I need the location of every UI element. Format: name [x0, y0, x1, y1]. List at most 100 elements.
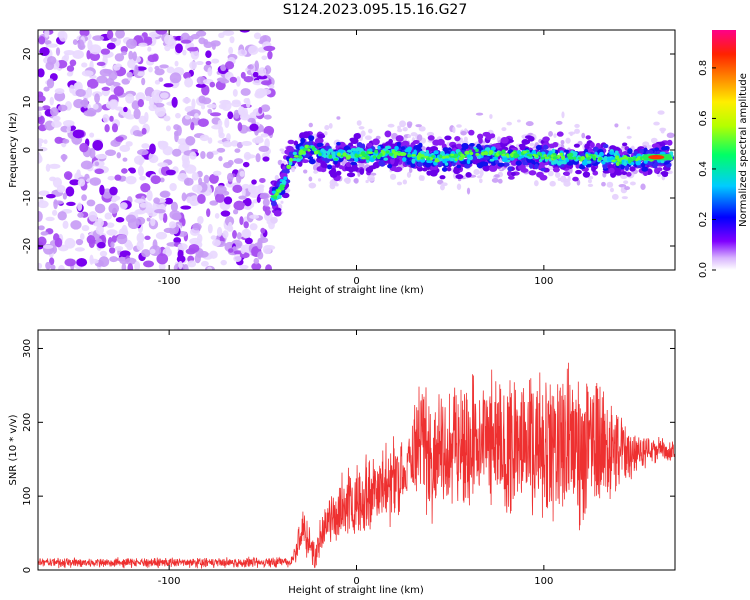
ridge-band-3	[293, 155, 299, 158]
ridge-band-0	[527, 136, 535, 142]
noise-blob	[239, 30, 250, 33]
noise-blob	[137, 149, 149, 156]
noise-blob	[113, 86, 125, 97]
ridge-halo	[587, 179, 592, 184]
bottom-xtick-label: 100	[534, 576, 553, 587]
noise-blob	[199, 134, 210, 142]
ridge-band-2	[489, 158, 495, 162]
noise-blob	[216, 226, 223, 237]
ridge-band-3	[475, 148, 479, 153]
noise-blob	[89, 147, 96, 159]
ridge-band-0	[318, 138, 324, 144]
ridge-band-3	[468, 149, 472, 153]
noise-blob	[154, 209, 166, 214]
noise-blob	[106, 30, 114, 40]
noise-blob	[237, 122, 243, 132]
noise-blob	[205, 50, 212, 58]
ridge-halo	[399, 120, 407, 128]
noise-blob	[198, 177, 203, 186]
noise-blob	[229, 76, 238, 83]
noise-blob	[48, 163, 61, 169]
noise-blob	[197, 250, 209, 258]
ridge-band-0	[390, 157, 395, 165]
ridge-band-1	[566, 160, 574, 166]
ridge-band-2	[413, 149, 417, 155]
noise-blob	[176, 125, 182, 136]
ridge-band-3	[501, 149, 506, 154]
noise-blob	[224, 117, 230, 129]
noise-blob	[154, 105, 166, 117]
noise-blob	[252, 199, 258, 204]
noise-blob	[149, 248, 156, 255]
noise-blob	[258, 185, 264, 194]
noise-blob	[63, 49, 75, 56]
ridge-halo	[291, 167, 295, 173]
colorbar	[712, 30, 736, 270]
noise-blob	[125, 114, 136, 120]
ridge-band-1	[491, 161, 497, 166]
noise-blob	[56, 184, 66, 193]
ridge-band-0	[372, 161, 380, 169]
ridge-band-3	[287, 166, 291, 169]
ridge-band-2	[401, 157, 407, 162]
ridge-band-0	[622, 150, 629, 156]
ridge-halo	[279, 148, 285, 152]
ridge-band-2	[292, 151, 297, 156]
snr-series	[38, 362, 675, 569]
noise-blob	[182, 264, 189, 270]
ridge-halo	[407, 134, 412, 138]
ridge-halo	[416, 134, 423, 142]
ridge-halo	[280, 200, 284, 204]
noise-blob	[159, 177, 165, 183]
ridge-halo	[418, 126, 426, 132]
ridge-band-0	[426, 170, 432, 176]
noise-blob	[151, 89, 163, 101]
noise-blob	[146, 217, 151, 222]
noise-blob	[218, 156, 223, 162]
noise-blob	[38, 115, 45, 125]
ridge-band-1	[300, 137, 306, 144]
ridge-band-3	[276, 189, 282, 193]
noise-blob	[69, 59, 77, 67]
ridge-band-1	[387, 163, 393, 169]
noise-blob	[74, 247, 85, 252]
noise-blob	[110, 37, 117, 42]
bottom-xtick-label: -100	[158, 576, 181, 587]
ridge-band-2	[623, 161, 628, 167]
ridge-band-2	[295, 157, 301, 162]
ridge-band-0	[353, 133, 361, 140]
noise-blob	[54, 237, 63, 248]
ridge-band-1	[479, 161, 487, 166]
noise-blob	[105, 149, 117, 156]
ridge-band-3	[302, 147, 308, 152]
noise-blob	[242, 229, 250, 239]
noise-blob	[187, 260, 197, 268]
noise-blob	[136, 240, 144, 251]
bottom-xlabel: Height of straight line (km)	[288, 585, 424, 596]
ridge-band-3	[615, 161, 620, 166]
noise-blob	[197, 215, 204, 225]
noise-blob	[140, 182, 151, 193]
noise-blob	[233, 200, 245, 211]
ridge-band-0	[629, 166, 636, 172]
ridge-halo	[657, 110, 665, 115]
top-ytick-label: -10	[22, 190, 33, 206]
ridge-band-1	[336, 141, 341, 146]
noise-blob	[92, 139, 104, 151]
top-xtick-label: 0	[353, 276, 359, 287]
noise-blob	[188, 244, 200, 253]
noise-blob	[220, 210, 231, 217]
noise-blob	[43, 86, 50, 92]
noise-blob	[62, 220, 69, 229]
noise-blob	[138, 42, 148, 47]
noise-blob	[187, 47, 199, 52]
ridge-band-2	[586, 160, 592, 164]
noise-blob	[110, 84, 115, 92]
noise-blob	[114, 53, 125, 62]
noise-blob	[227, 111, 234, 120]
noise-blob	[81, 62, 88, 68]
noise-blob	[119, 202, 128, 210]
ridge-band-0	[518, 143, 526, 148]
noise-blob	[44, 30, 50, 38]
